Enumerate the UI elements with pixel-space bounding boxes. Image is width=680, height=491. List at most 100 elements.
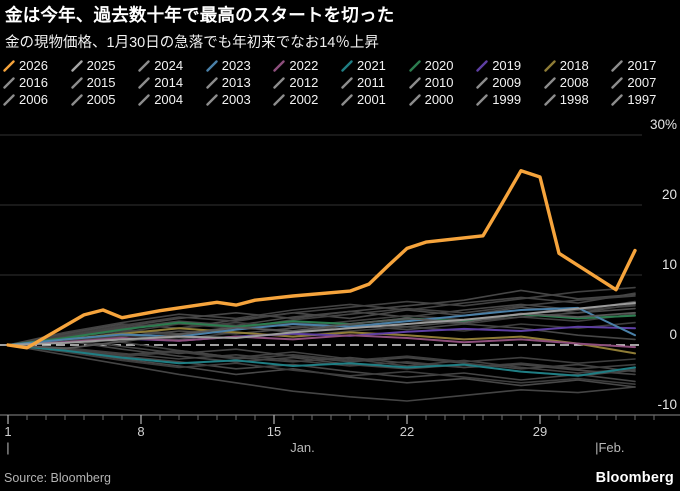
legend-marker-icon <box>341 93 353 106</box>
legend-marker-icon <box>611 59 624 72</box>
legend-item-2020: 2020 <box>408 58 477 73</box>
legend-marker-icon <box>3 59 15 72</box>
legend-label: 2002 <box>289 92 319 107</box>
legend-label: 2023 <box>221 58 251 73</box>
series-line-2011 <box>7 344 636 386</box>
legend-marker-icon <box>138 93 150 106</box>
series-line-2023 <box>7 306 636 346</box>
brand-logo: Bloomberg <box>595 470 674 486</box>
x-axis-label: 22 <box>400 424 414 439</box>
legend-item-2013: 2013 <box>206 75 274 90</box>
month-label: Jan. <box>290 440 315 455</box>
legend-marker-icon <box>544 76 556 89</box>
page-title: 金は今年、過去数十年で最高のスタートを切った <box>5 5 395 25</box>
legend-label: 2004 <box>154 92 184 107</box>
legend-label: 2021 <box>356 58 386 73</box>
legend-label: 2010 <box>424 75 454 90</box>
series-line-1997 <box>7 344 636 402</box>
legend-label: 2026 <box>19 58 48 73</box>
x-axis-label: 1 <box>4 424 11 439</box>
y-axis-label: 20 <box>662 187 677 202</box>
series-line-2005 <box>7 344 636 370</box>
legend-label: 1999 <box>492 92 522 107</box>
legend-marker-icon <box>544 59 556 72</box>
legend-item-2010: 2010 <box>408 75 477 90</box>
legend-marker-icon <box>341 76 353 89</box>
legend-item-2007: 2007 <box>611 75 679 90</box>
legend-item-2025: 2025 <box>70 58 139 73</box>
legend-marker-icon <box>3 93 15 106</box>
legend-label: 2007 <box>627 75 657 90</box>
legend-label: 2024 <box>154 58 184 73</box>
legend-item-2009: 2009 <box>476 75 544 90</box>
legend-label: 2020 <box>424 58 454 73</box>
y-axis-label: 10 <box>662 257 677 272</box>
legend-label: 2000 <box>424 92 454 107</box>
legend-marker-icon <box>206 76 218 89</box>
legend-item-2017: 2017 <box>611 58 679 73</box>
y-axis-label: 0 <box>669 327 677 342</box>
legend-item-2003: 2003 <box>206 92 274 107</box>
legend-item-2001: 2001 <box>341 92 409 107</box>
legend-marker-icon <box>544 93 556 106</box>
legend-marker-icon <box>476 76 488 89</box>
legend-item-1999: 1999 <box>476 92 544 107</box>
legend-item-2011: 2011 <box>341 75 409 90</box>
legend-marker-icon <box>273 93 286 106</box>
legend-marker-icon <box>206 93 218 106</box>
legend-marker-icon <box>138 76 150 89</box>
legend-label: 1997 <box>627 92 657 107</box>
legend-marker-icon <box>70 76 83 89</box>
legend-label: 2025 <box>86 58 116 73</box>
x-axis-label: 29 <box>533 424 547 439</box>
x-axis-label: 15 <box>267 424 281 439</box>
legend-label: 1998 <box>559 92 589 107</box>
legend-item-2014: 2014 <box>138 75 206 90</box>
legend-item-2026: 2026 <box>3 58 71 73</box>
legend-item-2008: 2008 <box>544 75 612 90</box>
series-line-2025 <box>7 302 636 346</box>
legend-marker-icon <box>476 59 488 72</box>
legend-item-2006: 2006 <box>3 92 71 107</box>
legend-marker-icon <box>206 59 218 72</box>
series-line-2007 <box>7 344 636 365</box>
legend-marker-icon <box>3 76 15 89</box>
legend-marker-icon <box>273 59 286 72</box>
legend-marker-icon <box>408 59 421 72</box>
legend-marker-icon <box>70 59 83 72</box>
legend-label: 2014 <box>154 75 184 90</box>
legend-item-2023: 2023 <box>206 58 274 73</box>
legend: 2026 2025 2024 2023 2022 2021 2020 2019 2018 2017… <box>3 57 679 108</box>
legend-marker-icon <box>273 76 286 89</box>
legend-item-2021: 2021 <box>341 58 409 73</box>
legend-item-1998: 1998 <box>544 92 612 107</box>
legend-item-2024: 2024 <box>138 58 206 73</box>
series-line-2013 <box>7 344 636 376</box>
legend-item-2005: 2005 <box>70 92 139 107</box>
month-label: | <box>6 440 9 455</box>
legend-label: 2017 <box>627 58 657 73</box>
legend-item-2019: 2019 <box>476 58 544 73</box>
legend-item-2022: 2022 <box>273 58 341 73</box>
series-line-2021 <box>7 344 636 377</box>
legend-label: 2022 <box>289 58 319 73</box>
legend-label: 2011 <box>356 75 385 90</box>
legend-label: 2006 <box>19 92 48 107</box>
legend-item-2016: 2016 <box>3 75 71 90</box>
legend-marker-icon <box>408 76 421 89</box>
legend-item-2018: 2018 <box>544 58 612 73</box>
legend-label: 2001 <box>356 92 386 107</box>
legend-label: 2013 <box>221 75 251 90</box>
legend-marker-icon <box>476 93 488 106</box>
legend-marker-icon <box>611 93 624 106</box>
legend-label: 2012 <box>289 75 319 90</box>
legend-label: 2003 <box>221 92 251 107</box>
legend-marker-icon <box>138 59 150 72</box>
legend-marker-icon <box>408 93 421 106</box>
series-line-2015 <box>7 289 636 346</box>
legend-label: 2009 <box>492 75 522 90</box>
series-line-2026 <box>6 168 637 350</box>
legend-item-1997: 1997 <box>611 92 679 107</box>
y-axis-label: -10 <box>657 397 677 412</box>
